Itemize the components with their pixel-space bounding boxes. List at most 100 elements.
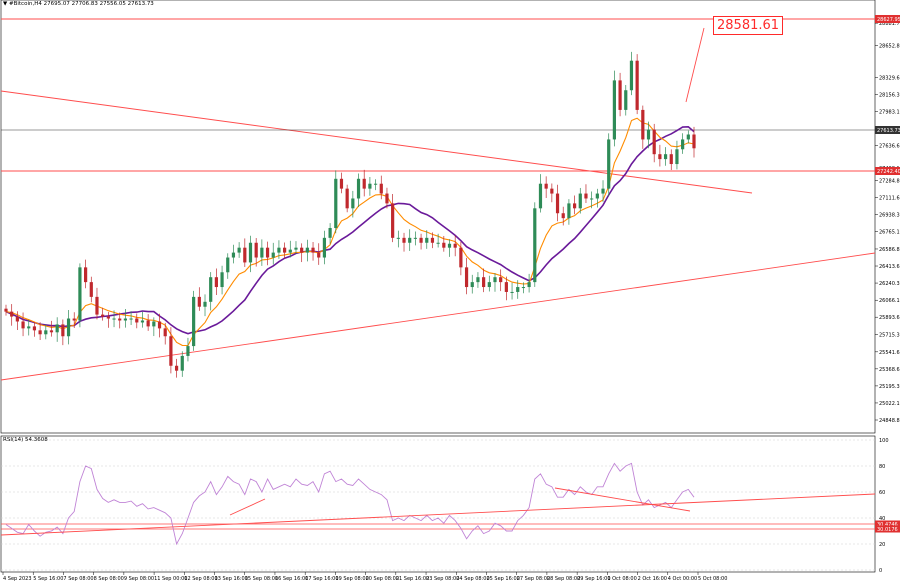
candle-body xyxy=(214,277,218,288)
candle-body xyxy=(499,277,503,283)
candle-body xyxy=(516,287,520,292)
candle-body xyxy=(527,282,531,288)
candle-body xyxy=(163,328,167,337)
candle-body xyxy=(578,193,582,209)
candle-body xyxy=(55,324,59,333)
time-tick-label: 21 Sep 16:00 xyxy=(396,576,429,582)
time-tick-label: 4 Sep 2023 xyxy=(3,576,32,582)
rsi-tick-label: 0 xyxy=(879,568,882,574)
candle-body xyxy=(544,183,548,189)
price-tick-label: 26240.35 xyxy=(879,281,900,287)
price-tick-label: 27284.85 xyxy=(879,178,900,184)
candle-body xyxy=(590,198,594,200)
candle-body xyxy=(607,139,611,189)
candle-body xyxy=(317,252,321,258)
rsi-tick-label: 100 xyxy=(879,438,889,444)
rsi-tick-label: 80 xyxy=(879,464,885,470)
candle-body xyxy=(277,247,281,253)
candle-body xyxy=(595,193,599,199)
candle-body xyxy=(254,242,258,258)
time-tick-label: 5 Sep 16:00 xyxy=(33,576,63,582)
price-tick-label: 27111.60 xyxy=(879,195,900,201)
candle-body xyxy=(385,193,389,204)
candle-body xyxy=(612,80,616,140)
candle-body xyxy=(95,296,99,315)
candle-body xyxy=(334,178,338,228)
candle-body xyxy=(641,109,645,140)
price-axis: 28881.70 28652.80 28329.60 28156.35 27983.10… xyxy=(875,15,900,424)
candle-body xyxy=(169,336,173,366)
rsi-tick-label: 60 xyxy=(879,490,885,496)
candle-body xyxy=(44,330,48,335)
price-tick-label: 25715.35 xyxy=(879,333,900,339)
resistance-price-tag: 28627.95 xyxy=(877,17,900,23)
time-axis: 4 Sep 2023 5 Sep 16:00 7 Sep 08:00 8 Sep 08… xyxy=(2,572,727,582)
collapse-arrow-icon[interactable]: ▼ xyxy=(3,1,8,7)
callout-pointer-line xyxy=(685,27,705,103)
price-tick-label: 25893.60 xyxy=(879,315,900,321)
price-tick-label: 25541.60 xyxy=(879,350,900,356)
rsi-pane-frame xyxy=(0,435,876,573)
price-tick-label: 25368.60 xyxy=(879,367,900,373)
candle-body xyxy=(453,243,457,248)
time-tick-label: 27 Sep 08:00 xyxy=(517,576,550,582)
candle-body xyxy=(72,318,76,321)
candle-body xyxy=(436,242,440,244)
fast-ema-line xyxy=(5,117,695,347)
candle-body xyxy=(482,277,486,288)
candle-body xyxy=(624,90,628,110)
rsi-trendline-short xyxy=(229,498,266,516)
candle-body xyxy=(669,154,673,165)
candle-body xyxy=(419,237,423,243)
time-tick-label: 7 Sep 08:00 xyxy=(63,576,93,582)
candle-body xyxy=(197,296,201,307)
candle-body xyxy=(493,277,497,283)
candle-body xyxy=(260,247,264,258)
price-tick-label: 25195.35 xyxy=(879,384,900,390)
candle-body xyxy=(10,311,14,317)
candle-body xyxy=(447,243,452,248)
rsi-tick-label: 40 xyxy=(879,516,885,522)
candle-body xyxy=(186,346,190,356)
candle-body xyxy=(572,203,577,209)
candle-body xyxy=(584,193,588,199)
time-tick-label: 24 Sep 08:00 xyxy=(456,576,489,582)
candle-body xyxy=(504,282,508,292)
time-tick-label: 16 Sep 16:00 xyxy=(275,576,308,582)
candle-body xyxy=(32,326,37,331)
candle-body xyxy=(248,242,253,263)
candle-body xyxy=(288,249,292,253)
candle-body xyxy=(413,237,417,239)
candle-body xyxy=(663,154,668,160)
price-tick-label: 26938.35 xyxy=(879,212,900,218)
candle-body xyxy=(538,183,543,209)
price-tick-label: 28881.70 xyxy=(879,21,900,27)
candle-body xyxy=(4,308,8,312)
candle-body xyxy=(686,134,690,140)
candle-body xyxy=(402,237,406,243)
candle-body xyxy=(112,318,116,320)
rsi-label: RSI(14) 54.3608 xyxy=(3,437,48,443)
candle-body xyxy=(408,237,412,243)
candle-body xyxy=(15,316,19,322)
candle-body xyxy=(84,267,88,283)
candle-body xyxy=(192,296,196,347)
candle-body xyxy=(300,247,304,253)
candle-body xyxy=(27,326,31,329)
candle-body xyxy=(78,267,82,321)
candle-body xyxy=(152,321,156,327)
candle-body xyxy=(328,227,332,238)
rsi-tick-label: 20 xyxy=(879,542,885,548)
rsi-line xyxy=(5,462,695,546)
chart-header: ▼ #Bitcoin,H4 27695.07 27706.83 27556.05… xyxy=(3,1,154,7)
price-tick-label: 28156.35 xyxy=(879,93,900,99)
candle-body xyxy=(123,318,128,321)
time-tick-label: 8 Sep 08:00 xyxy=(94,576,124,582)
candle-body xyxy=(356,178,361,199)
time-tick-label: 12 Sep 08:00 xyxy=(184,576,217,582)
support-price-tag-bg xyxy=(875,167,900,175)
candle-body xyxy=(243,247,247,263)
candle-body xyxy=(118,318,122,321)
